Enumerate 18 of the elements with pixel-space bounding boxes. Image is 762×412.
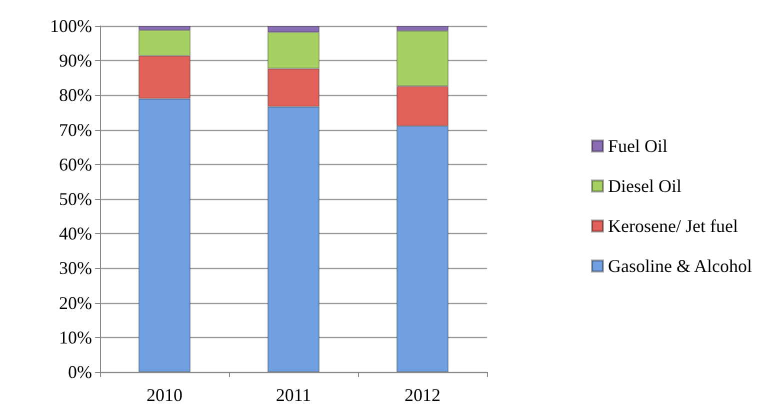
y-tick-label: 80%	[59, 85, 92, 106]
x-tick-label: 2011	[276, 385, 312, 405]
y-tick-label: 50%	[59, 189, 92, 209]
y-tick-label: 100%	[50, 16, 92, 36]
legend-label: Gasoline & Alcohol	[608, 256, 752, 276]
legend-label: Diesel Oil	[608, 176, 682, 196]
y-tick-label: 10%	[59, 327, 92, 348]
x-tick-label: 2010	[146, 385, 182, 405]
y-tick-label: 90%	[59, 50, 92, 71]
y-tick-label: 60%	[59, 154, 92, 174]
y-tick-label: 20%	[59, 292, 92, 313]
x-tick-label: 2012	[404, 385, 440, 405]
y-tick-label: 30%	[59, 258, 92, 278]
legend-label: Fuel Oil	[608, 136, 668, 156]
legend-label: Kerosene/ Jet fuel	[608, 216, 738, 236]
y-tick-label: 40%	[59, 224, 92, 244]
y-tick-label: 70%	[59, 120, 92, 140]
y-tick-label: 0%	[68, 362, 92, 382]
